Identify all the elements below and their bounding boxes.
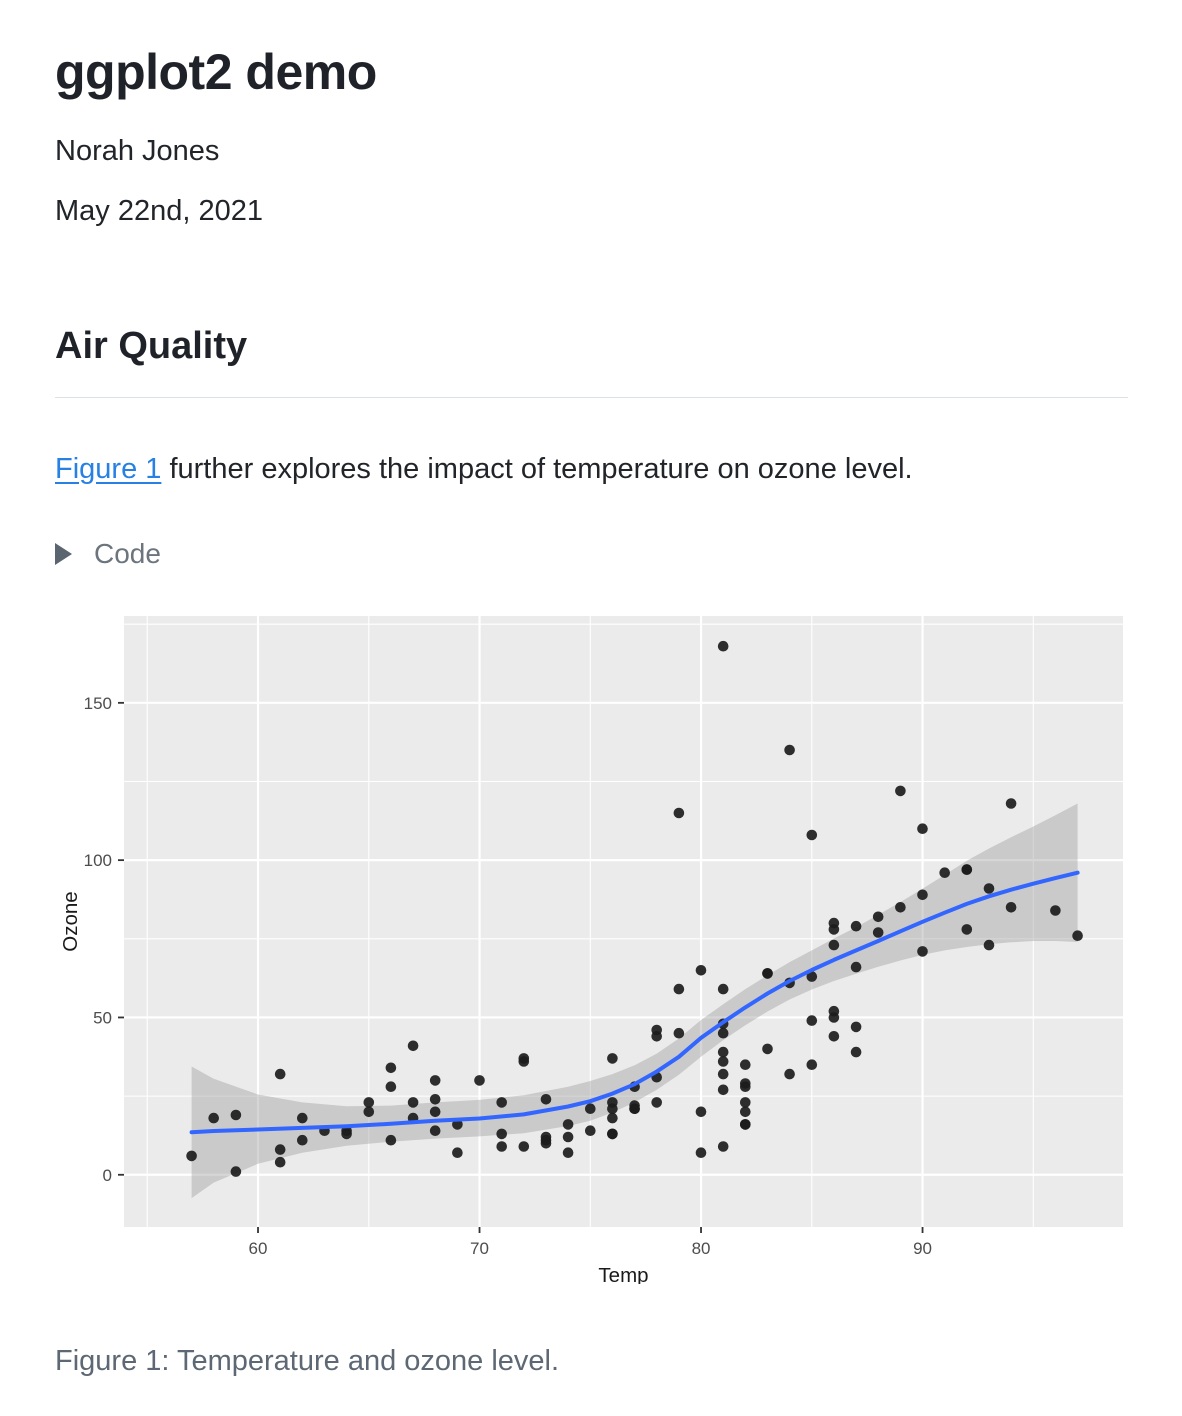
triangle-right-icon bbox=[55, 542, 72, 565]
svg-text:150: 150 bbox=[84, 694, 112, 713]
figure-caption: Figure 1: Temperature and ozone level. bbox=[55, 1345, 560, 1378]
svg-text:0: 0 bbox=[103, 1166, 112, 1185]
section-heading: Air Quality bbox=[55, 323, 1128, 398]
svg-text:Ozone: Ozone bbox=[59, 892, 82, 952]
figure-1-link[interactable]: Figure 1 bbox=[55, 452, 162, 485]
svg-text:60: 60 bbox=[249, 1239, 268, 1258]
intro-paragraph-text: further explores the impact of temperatu… bbox=[161, 452, 913, 485]
author: Norah Jones bbox=[55, 135, 220, 167]
svg-text:90: 90 bbox=[913, 1239, 932, 1258]
svg-text:100: 100 bbox=[84, 852, 112, 871]
code-fold-label: Code bbox=[94, 537, 161, 569]
svg-text:70: 70 bbox=[470, 1239, 489, 1258]
svg-text:50: 50 bbox=[93, 1009, 112, 1028]
intro-paragraph: Figure 1 further explores the impact of … bbox=[55, 448, 1128, 490]
svg-text:Temp: Temp bbox=[598, 1264, 648, 1284]
figure-1: 60 70 80 90 0 50 100 150 Temp Ozone Figure 1: Tem… bbox=[55, 602, 1128, 1382]
svg-text:80: 80 bbox=[692, 1239, 711, 1258]
page-title: ggplot2 demo bbox=[55, 44, 377, 100]
ozone-temp-chart: 60 70 80 90 0 50 100 150 Temp Ozone bbox=[55, 602, 1128, 1289]
date: May 22nd, 2021 bbox=[55, 195, 263, 228]
code-fold-toggle[interactable]: Code bbox=[55, 537, 1128, 571]
